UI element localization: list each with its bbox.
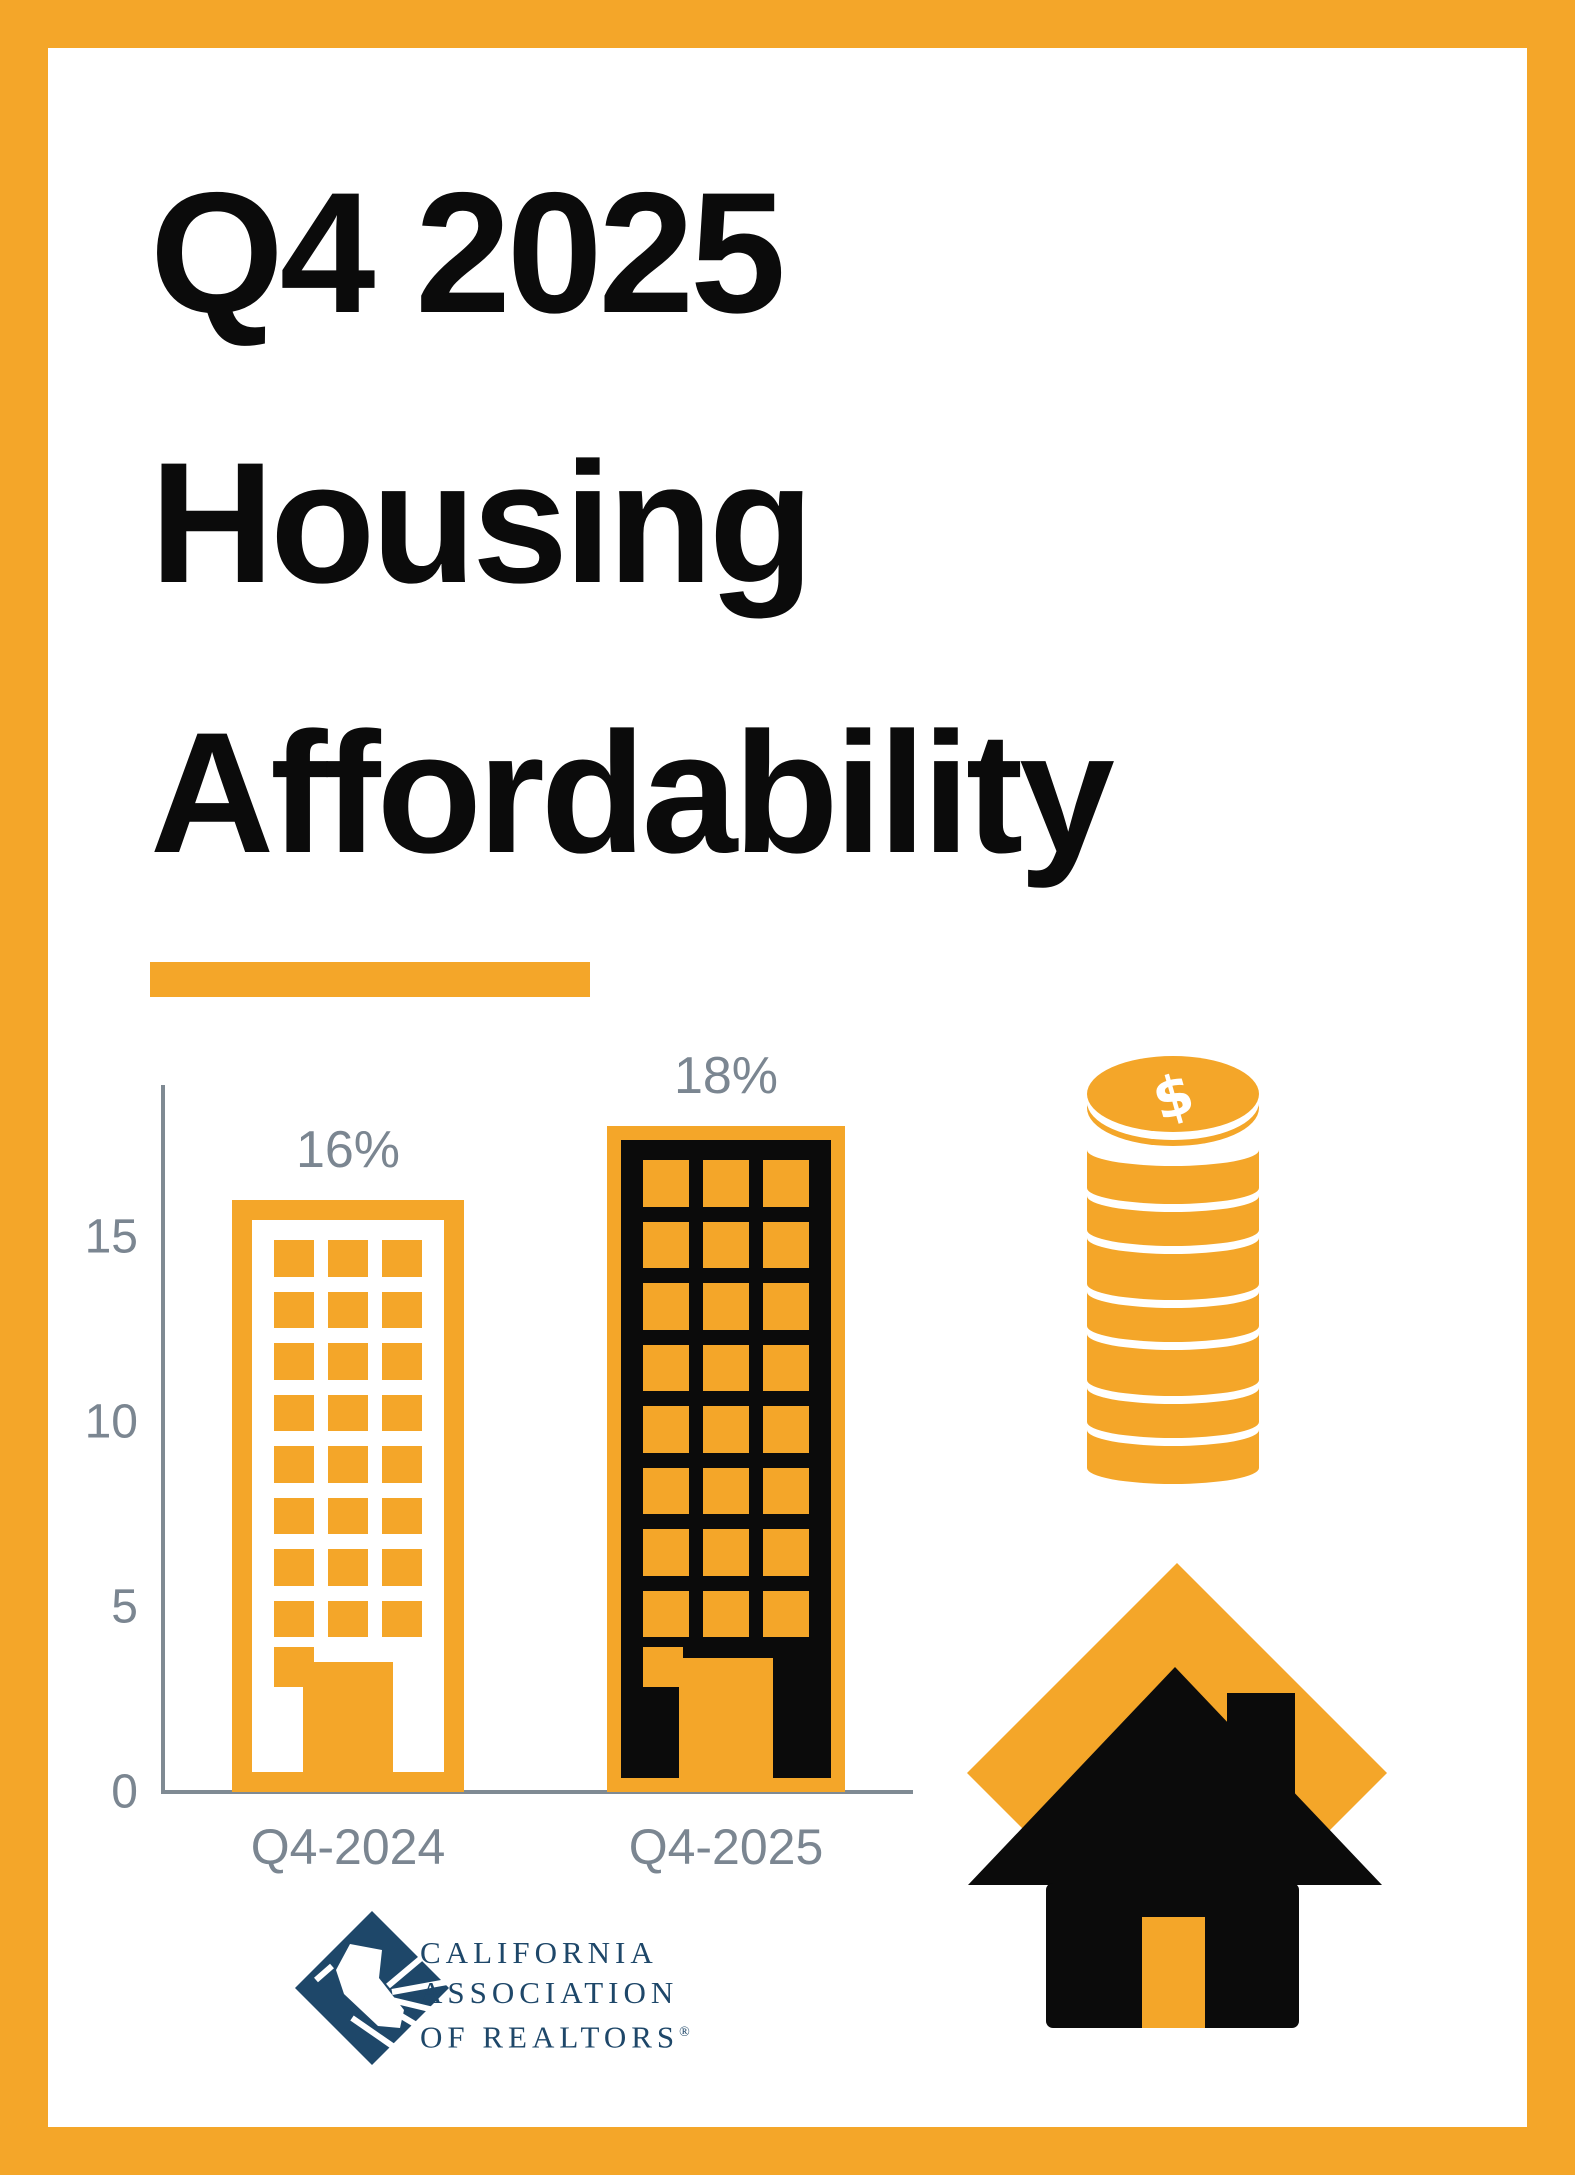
registered-mark: ®	[679, 2025, 690, 2040]
x-axis-label: Q4-2024	[250, 1819, 446, 1875]
window	[274, 1446, 314, 1483]
logo-line-2: ASSOCIATION	[420, 1975, 679, 2010]
window	[763, 1406, 809, 1453]
window	[703, 1467, 749, 1514]
window	[643, 1529, 689, 1576]
title-accent-bar	[150, 962, 590, 997]
window	[763, 1344, 809, 1391]
window	[328, 1291, 368, 1328]
window	[703, 1160, 749, 1207]
logo-line-3: OF REALTORS®	[420, 2019, 690, 2055]
x-axis-label: Q4-2025	[628, 1819, 824, 1875]
window	[703, 1344, 749, 1391]
y-axis-line	[161, 1085, 165, 1794]
window	[643, 1283, 689, 1330]
coin-stack-icon: $	[1087, 1056, 1259, 1484]
x-axis-line	[161, 1790, 913, 1794]
window	[382, 1291, 422, 1328]
window	[328, 1343, 368, 1380]
window	[328, 1240, 368, 1277]
window	[328, 1549, 368, 1586]
window	[763, 1283, 809, 1330]
title-line-2: Housing	[150, 427, 814, 619]
window	[274, 1600, 314, 1637]
window	[643, 1590, 689, 1637]
bar-value-label: 18%	[673, 1047, 779, 1105]
window	[382, 1549, 422, 1586]
window	[763, 1467, 809, 1514]
window	[274, 1240, 314, 1277]
california-shape	[336, 1944, 404, 2028]
page-title: Q4 2025 Housing Affordability	[150, 118, 1470, 928]
window	[763, 1590, 809, 1637]
window	[703, 1590, 749, 1637]
title-line-3: Affordability	[150, 697, 1115, 889]
y-tick-label: 15	[84, 1210, 138, 1264]
window	[703, 1221, 749, 1268]
window	[703, 1283, 749, 1330]
window	[328, 1446, 368, 1483]
window	[382, 1240, 422, 1277]
car-logo-mark	[295, 1911, 449, 2065]
building-windows	[274, 1240, 422, 1637]
window	[274, 1497, 314, 1534]
window	[703, 1529, 749, 1576]
window	[274, 1549, 314, 1586]
window	[763, 1529, 809, 1576]
top-coin: $	[1087, 1056, 1259, 1146]
window	[703, 1406, 749, 1453]
small-window	[643, 1647, 683, 1687]
building-door	[303, 1662, 393, 1772]
y-tick-label: 5	[111, 1580, 138, 1634]
car-logo-text: CALIFORNIA ASSOCIATION OF REALTORS®	[420, 1933, 690, 2057]
window	[328, 1394, 368, 1431]
window	[643, 1406, 689, 1453]
window	[643, 1344, 689, 1391]
window	[274, 1291, 314, 1328]
window	[643, 1221, 689, 1268]
logo-line-1: CALIFORNIA	[420, 1935, 658, 1970]
bar-value-label: 16%	[295, 1121, 401, 1179]
house-icon	[967, 1563, 1387, 2028]
building-door	[679, 1658, 773, 1778]
window	[328, 1600, 368, 1637]
bar-building-Q4-2025	[607, 1126, 845, 1792]
window	[643, 1160, 689, 1207]
window	[382, 1394, 422, 1431]
building-windows	[643, 1160, 809, 1637]
window	[643, 1467, 689, 1514]
y-tick-label: 0	[111, 1765, 138, 1819]
window	[382, 1600, 422, 1637]
house-door	[1142, 1917, 1205, 2028]
window	[763, 1160, 809, 1207]
window	[382, 1343, 422, 1380]
title-line-1: Q4 2025	[150, 157, 786, 349]
y-tick-label: 10	[84, 1395, 138, 1449]
window	[328, 1497, 368, 1534]
coin-bodies	[1087, 1150, 1259, 1484]
window	[382, 1446, 422, 1483]
bar-building-Q4-2024	[232, 1200, 464, 1792]
window	[274, 1394, 314, 1431]
window	[274, 1343, 314, 1380]
window	[382, 1497, 422, 1534]
window	[763, 1221, 809, 1268]
